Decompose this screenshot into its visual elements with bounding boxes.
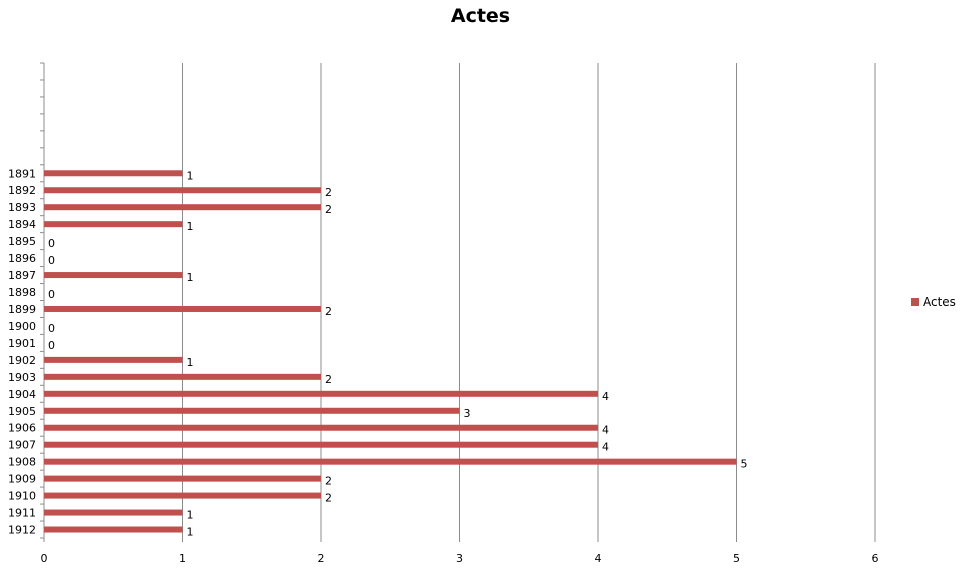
category-label: 1894	[8, 218, 36, 231]
category-label: 1911	[8, 507, 36, 520]
x-tick-label: 4	[595, 552, 602, 565]
category-label: 1905	[8, 405, 36, 418]
data-label: 2	[325, 475, 332, 488]
category-label: 1904	[8, 388, 36, 401]
data-label: 4	[602, 441, 609, 454]
x-tick-label: 0	[41, 552, 48, 565]
category-label: 1892	[8, 184, 36, 197]
x-tick-label: 6	[872, 552, 879, 565]
data-label: 0	[48, 254, 55, 267]
bar	[44, 272, 183, 279]
bar	[44, 170, 183, 177]
bar	[44, 204, 321, 211]
category-label: 1899	[8, 303, 36, 316]
x-tick-label: 2	[318, 552, 325, 565]
bar	[44, 526, 183, 533]
category-label: 1902	[8, 354, 36, 367]
category-label: 1912	[8, 524, 36, 537]
legend-swatch-icon	[911, 298, 919, 306]
category-label: 1909	[8, 473, 36, 486]
data-label: 0	[48, 288, 55, 301]
legend: Actes	[911, 295, 956, 309]
data-label: 1	[187, 169, 194, 182]
bar	[44, 221, 183, 228]
category-label: 1906	[8, 422, 36, 435]
bar	[44, 441, 598, 448]
x-tick-label: 3	[456, 552, 463, 565]
bar	[44, 475, 321, 482]
bar	[44, 492, 321, 499]
category-label: 1907	[8, 439, 36, 452]
data-label: 2	[325, 186, 332, 199]
category-label: 1901	[8, 337, 36, 350]
category-label: 1893	[8, 201, 36, 214]
data-label: 1	[187, 509, 194, 522]
bar	[44, 424, 598, 431]
bar	[44, 509, 183, 516]
data-label: 2	[325, 373, 332, 386]
category-label: 1897	[8, 269, 36, 282]
data-label: 0	[48, 339, 55, 352]
x-tick-label: 1	[179, 552, 186, 565]
category-label: 1900	[8, 320, 36, 333]
data-label: 0	[48, 322, 55, 335]
bar	[44, 407, 460, 414]
bar	[44, 187, 321, 194]
category-label: 1896	[8, 252, 36, 265]
bar	[44, 390, 598, 397]
chart-title: Actes	[450, 5, 511, 27]
data-label: 2	[325, 492, 332, 505]
data-label: 1	[187, 526, 194, 539]
data-label: 4	[602, 390, 609, 403]
bar	[44, 356, 183, 363]
data-label: 0	[48, 237, 55, 250]
data-label: 2	[325, 305, 332, 318]
data-label: 4	[602, 424, 609, 437]
data-label: 2	[325, 203, 332, 216]
legend-label: Actes	[923, 295, 956, 309]
category-label: 1891	[8, 167, 36, 180]
category-label: 1898	[8, 286, 36, 299]
category-label: 1910	[8, 490, 36, 503]
data-label: 1	[187, 220, 194, 233]
category-label: 1908	[8, 456, 36, 469]
category-label: 1903	[8, 371, 36, 384]
data-label: 1	[187, 271, 194, 284]
data-label: 5	[741, 458, 748, 471]
x-tick-label: 5	[733, 552, 740, 565]
data-label: 3	[464, 407, 471, 420]
data-label: 1	[187, 356, 194, 369]
bar	[44, 458, 737, 465]
category-label: 1895	[8, 235, 36, 248]
bar	[44, 373, 321, 380]
bar	[44, 305, 321, 312]
